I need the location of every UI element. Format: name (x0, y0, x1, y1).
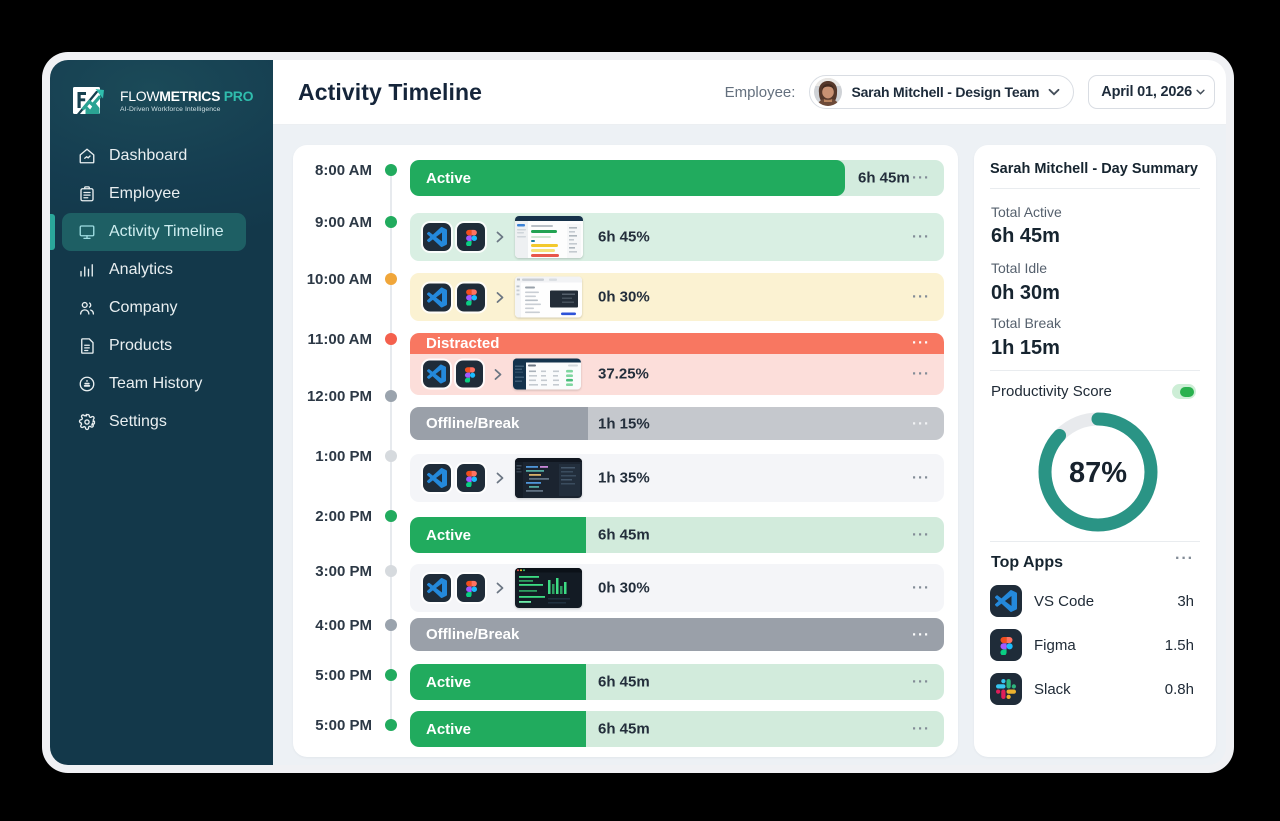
svg-text:87%: 87% (1069, 457, 1127, 489)
